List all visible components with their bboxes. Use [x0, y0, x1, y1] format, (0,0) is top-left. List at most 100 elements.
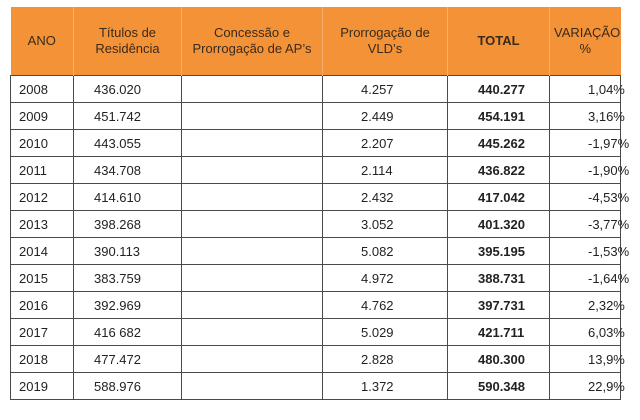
- cell-concessao: [181, 102, 323, 130]
- cell-vld: 2.432: [322, 183, 448, 211]
- cell-titulos: 416 682: [73, 318, 182, 346]
- header-concessao-line1: Concessão e: [214, 25, 290, 40]
- cell-vld: 4.972: [322, 264, 448, 292]
- cell-variacao: 2,32%: [549, 291, 625, 319]
- table-row: 2014 390.113 5.082 395.195 -1,53%: [10, 237, 629, 265]
- cell-variacao: 6,03%: [549, 318, 625, 346]
- cell-ano: 2019: [10, 372, 74, 400]
- table-row: 2017 416 682 5.029 421.711 6,03%: [10, 318, 625, 346]
- cell-titulos: 390.113: [73, 237, 182, 265]
- cell-ano: 2013: [10, 210, 74, 238]
- cell-ano: 2015: [10, 264, 74, 292]
- cell-variacao: 22,9%: [549, 372, 625, 400]
- header-variacao-line1: VARIAÇÃO: [554, 25, 621, 40]
- table-row: 2016 392.969 4.762 397.731 2,32%: [10, 291, 625, 319]
- cell-titulos: 451.742: [73, 102, 182, 130]
- header-variacao: VARIAÇÃO %: [549, 7, 621, 76]
- cell-ano: 2011: [10, 156, 74, 184]
- cell-vld: 2.828: [322, 345, 448, 373]
- cell-total: 388.731: [447, 264, 550, 292]
- cell-vld: 1.372: [322, 372, 448, 400]
- cell-titulos: 398.268: [73, 210, 182, 238]
- residence-statistics-table: ANO Títulos de Residência Concessão e Pr…: [10, 7, 629, 400]
- cell-vld: 5.082: [322, 237, 448, 265]
- table-row: 2010 443.055 2.207 445.262 -1,97%: [10, 129, 629, 157]
- table-row: 2018 477.472 2.828 480.300 13,9%: [10, 345, 625, 373]
- cell-variacao: -1,64%: [549, 264, 629, 292]
- cell-total: 454.191: [447, 102, 550, 130]
- header-titulos-line1: Títulos de: [98, 25, 157, 40]
- table-row: 2009 451.742 2.449 454.191 3,16%: [10, 102, 625, 130]
- table-header-row: ANO Títulos de Residência Concessão e Pr…: [10, 7, 621, 76]
- cell-ano: 2010: [10, 129, 74, 157]
- cell-vld: 2.114: [322, 156, 448, 184]
- header-concessao-line2: Prorrogação de AP’s: [192, 41, 312, 56]
- cell-vld: 5.029: [322, 318, 448, 346]
- cell-concessao: [181, 264, 323, 292]
- cell-ano: 2009: [10, 102, 74, 130]
- cell-variacao: 3,16%: [549, 102, 625, 130]
- cell-variacao: -3,77%: [549, 210, 629, 238]
- cell-titulos: 414.610: [73, 183, 182, 211]
- cell-total: 395.195: [447, 237, 550, 265]
- header-variacao-line2: %: [579, 41, 592, 56]
- table-row: 2015 383.759 4.972 388.731 -1,64%: [10, 264, 629, 292]
- cell-vld: 2.449: [322, 102, 448, 130]
- cell-variacao: -1,90%: [549, 156, 629, 184]
- cell-titulos: 392.969: [73, 291, 182, 319]
- cell-total: 480.300: [447, 345, 550, 373]
- residence-statistics-table-container: ANO Títulos de Residência Concessão e Pr…: [10, 7, 629, 400]
- cell-variacao: -1,53%: [549, 237, 629, 265]
- header-vld-line1: Prorrogação de: [340, 25, 430, 40]
- cell-total: 401.320: [447, 210, 550, 238]
- cell-variacao: 1,04%: [549, 75, 625, 103]
- header-titulos: Títulos de Residência: [73, 7, 182, 76]
- cell-total: 445.262: [447, 129, 550, 157]
- cell-vld: 4.257: [322, 75, 448, 103]
- header-titulos-line2: Residência: [95, 41, 160, 56]
- cell-ano: 2014: [10, 237, 74, 265]
- cell-concessao: [181, 210, 323, 238]
- cell-concessao: [181, 291, 323, 319]
- cell-total: 421.711: [447, 318, 550, 346]
- cell-total: 440.277: [447, 75, 550, 103]
- cell-concessao: [181, 183, 323, 211]
- table-row: 2012 414.610 2.432 417.042 -4,53%: [10, 183, 629, 211]
- header-concessao: Concessão e Prorrogação de AP’s: [181, 7, 323, 76]
- header-ano: ANO: [10, 7, 74, 76]
- cell-total: 436.822: [447, 156, 550, 184]
- cell-concessao: [181, 318, 323, 346]
- cell-concessao: [181, 75, 323, 103]
- header-total-label: TOTAL: [477, 33, 520, 48]
- cell-titulos: 477.472: [73, 345, 182, 373]
- cell-ano: 2008: [10, 75, 74, 103]
- cell-vld: 3.052: [322, 210, 448, 238]
- cell-total: 417.042: [447, 183, 550, 211]
- cell-variacao: -1,97%: [549, 129, 629, 157]
- cell-concessao: [181, 345, 323, 373]
- cell-titulos: 443.055: [73, 129, 182, 157]
- table-body: 2008 436.020 4.257 440.277 1,04% 2009 451.742…: [10, 75, 629, 400]
- header-vld-line2: VLD’s: [367, 41, 403, 56]
- header-vld: Prorrogação de VLD’s: [322, 7, 448, 76]
- cell-ano: 2012: [10, 183, 74, 211]
- table-row: 2013 398.268 3.052 401.320 -3,77%: [10, 210, 629, 238]
- cell-titulos: 436.020: [73, 75, 182, 103]
- cell-concessao: [181, 372, 323, 400]
- table-row: 2019 588.976 1.372 590.348 22,9%: [10, 372, 625, 400]
- cell-ano: 2018: [10, 345, 74, 373]
- cell-variacao: -4,53%: [549, 183, 629, 211]
- cell-vld: 4.762: [322, 291, 448, 319]
- cell-concessao: [181, 156, 323, 184]
- cell-vld: 2.207: [322, 129, 448, 157]
- cell-titulos: 383.759: [73, 264, 182, 292]
- cell-ano: 2017: [10, 318, 74, 346]
- cell-total: 397.731: [447, 291, 550, 319]
- table-row: 2008 436.020 4.257 440.277 1,04%: [10, 75, 625, 103]
- cell-titulos: 434.708: [73, 156, 182, 184]
- cell-ano: 2016: [10, 291, 74, 319]
- cell-concessao: [181, 129, 323, 157]
- cell-titulos: 588.976: [73, 372, 182, 400]
- header-total: TOTAL: [447, 7, 550, 76]
- header-ano-label: ANO: [27, 33, 56, 48]
